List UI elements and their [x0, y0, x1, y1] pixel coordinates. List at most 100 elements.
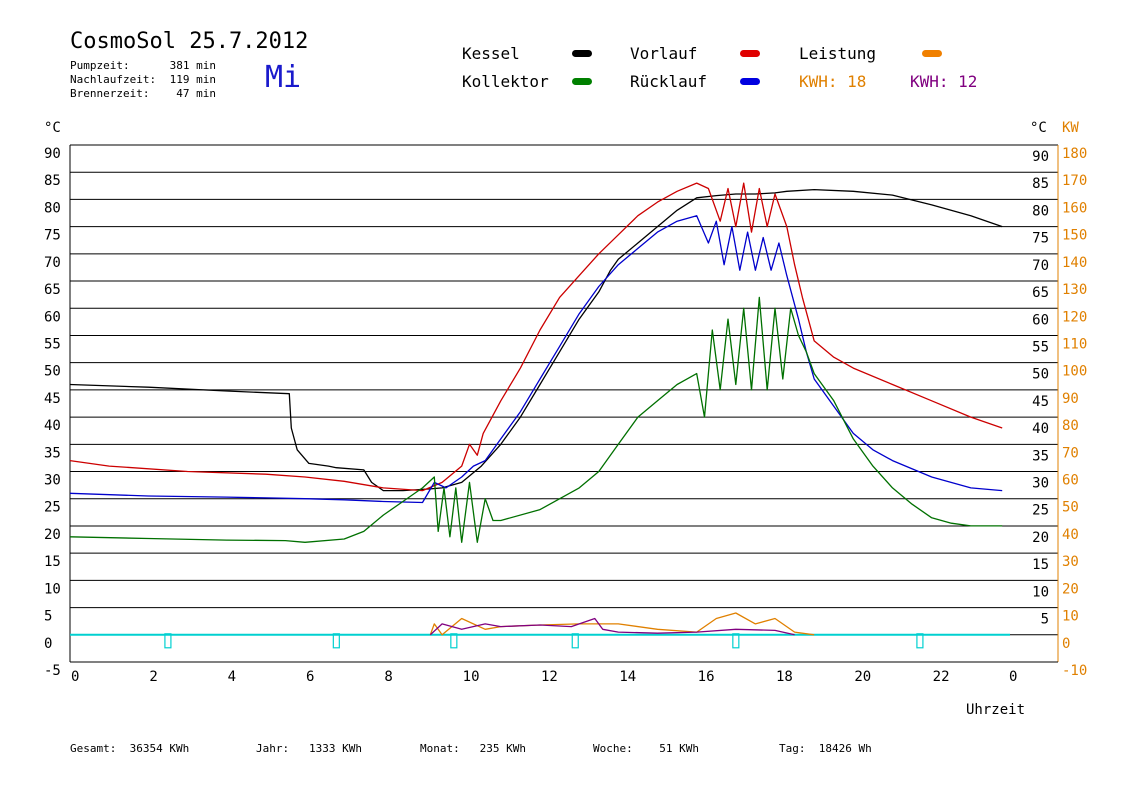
- y-tick-label-left: 50: [44, 364, 61, 380]
- y-tick-label-kw: 40: [1062, 527, 1079, 543]
- y-tick-label-kw: 20: [1062, 581, 1079, 597]
- y-tick-label-right: 35: [1032, 448, 1049, 464]
- y-tick-label-kw: 170: [1062, 173, 1087, 189]
- y-tick-label-kw: 80: [1062, 418, 1079, 434]
- status-marker: [332, 633, 340, 649]
- y-tick-label-kw: 120: [1062, 309, 1087, 325]
- x-tick-label: 10: [463, 669, 480, 685]
- y-tick-label-kw: 150: [1062, 228, 1087, 244]
- legend-kollektor-swatch: [572, 78, 592, 85]
- legend-vorlauf: Vorlauf: [630, 44, 698, 63]
- legend-leistung-swatch: [922, 50, 942, 57]
- legend-ruecklauf-swatch: [740, 78, 760, 85]
- y-tick-label-right: 60: [1032, 312, 1049, 328]
- y-tick-label-right: 25: [1032, 503, 1049, 519]
- x-tick-label: 18: [776, 669, 793, 685]
- y-tick-label-kw: 100: [1062, 364, 1087, 380]
- series-line: [429, 612, 815, 636]
- legend-kollektor: Kollektor: [462, 72, 549, 91]
- y-tick-label-left: 65: [44, 282, 61, 298]
- y-tick-label-kw: 110: [1062, 336, 1087, 352]
- kwh-purple: KWH: 12: [910, 72, 978, 91]
- x-tick-label: 22: [933, 669, 950, 685]
- y-tick-label-kw: 180: [1062, 146, 1087, 162]
- y-tick-label-left: 70: [44, 255, 61, 271]
- x-tick-label: 12: [541, 669, 558, 685]
- y-tick-label-left: 5: [44, 609, 52, 625]
- y-axis-label-right: °C: [1030, 120, 1047, 136]
- status-marker: [164, 633, 172, 649]
- y-axis-label-left: °C: [44, 120, 61, 136]
- y-tick-label-kw: 10: [1062, 609, 1079, 625]
- status-marker: [916, 633, 924, 649]
- weekday-label: Mi: [265, 60, 302, 95]
- y-tick-label-kw: 130: [1062, 282, 1087, 298]
- y-tick-label-right: 30: [1032, 476, 1049, 492]
- y-tick-label-right: 40: [1032, 421, 1049, 437]
- y-tick-label-left: 35: [44, 445, 61, 461]
- x-tick-label: 0: [71, 669, 79, 685]
- series-line: [429, 617, 795, 636]
- y-tick-label-right: 50: [1032, 367, 1049, 383]
- y-tick-label-left: 15: [44, 554, 61, 570]
- series-lines: [69, 182, 1010, 649]
- y-tick-label-left: -5: [44, 663, 61, 679]
- y-tick-label-left: 0: [44, 636, 52, 652]
- y-tick-label-kw: 140: [1062, 255, 1087, 271]
- y-tick-label-right: 90: [1032, 149, 1049, 165]
- series-line: [69, 296, 1003, 543]
- legend-kessel: Kessel: [462, 44, 520, 63]
- y-tick-label-left: 60: [44, 309, 61, 325]
- status-marker: [450, 633, 458, 649]
- footer-tag: Tag: 18426 Wh: [779, 742, 872, 755]
- y-tick-label-right: 75: [1032, 231, 1049, 247]
- status-marker: [732, 633, 740, 649]
- y-tick-label-right: 15: [1032, 557, 1049, 573]
- grid-lines: [69, 144, 1059, 663]
- series-line: [69, 215, 1003, 504]
- x-tick-label: 8: [384, 669, 392, 685]
- y-tick-label-kw: 0: [1062, 636, 1070, 652]
- y-tick-label-right: 45: [1032, 394, 1049, 410]
- y-tick-label-right: 65: [1032, 285, 1049, 301]
- x-tick-label: 14: [619, 669, 636, 685]
- series-line: [69, 188, 1003, 492]
- footer-jahr: Jahr: 1333 KWh: [256, 742, 362, 755]
- x-axis-label: Uhrzeit: [966, 702, 1025, 718]
- y-tick-label-kw: 70: [1062, 445, 1079, 461]
- footer-monat: Monat: 235 KWh: [420, 742, 526, 755]
- x-tick-label: 20: [854, 669, 871, 685]
- y-tick-label-left: 30: [44, 473, 61, 489]
- y-tick-label-kw: 30: [1062, 554, 1079, 570]
- series-line: [69, 182, 1003, 492]
- y-tick-label-right: 80: [1032, 203, 1049, 219]
- y-tick-label-kw: 160: [1062, 200, 1087, 216]
- y-tick-label-right: 5: [1041, 612, 1049, 628]
- y-axis-label-kw: KW: [1062, 120, 1079, 136]
- legend-leistung: Leistung: [799, 44, 877, 63]
- y-tick-label-kw: 90: [1062, 391, 1079, 407]
- chart-title: CosmoSol 25.7.2012: [70, 29, 309, 54]
- kwh-orange: KWH: 18: [799, 72, 867, 91]
- tick-labels: 908580757065605550454035302520151050-590…: [44, 146, 1087, 685]
- y-tick-label-left: 25: [44, 500, 61, 516]
- y-tick-label-right: 20: [1032, 530, 1049, 546]
- status-marker: [571, 633, 579, 649]
- y-tick-label-left: 40: [44, 418, 61, 434]
- x-tick-label: 2: [149, 669, 157, 685]
- y-tick-label-kw: -10: [1062, 663, 1087, 679]
- y-tick-label-left: 85: [44, 173, 61, 189]
- footer-woche: Woche: 51 KWh: [593, 742, 699, 755]
- y-tick-label-left: 55: [44, 336, 61, 352]
- y-tick-label-kw: 60: [1062, 473, 1079, 489]
- stat-pumpzeit: Pumpzeit: 381 min: [70, 59, 216, 72]
- legend-kessel-swatch: [572, 50, 592, 57]
- y-tick-label-right: 10: [1032, 584, 1049, 600]
- legend-vorlauf-swatch: [740, 50, 760, 57]
- y-tick-label-left: 80: [44, 200, 61, 216]
- legend-ruecklauf: Rücklauf: [630, 72, 708, 91]
- y-tick-label-right: 55: [1032, 339, 1049, 355]
- stat-brennerzeit: Brennerzeit: 47 min: [70, 87, 216, 100]
- y-tick-label-left: 20: [44, 527, 61, 543]
